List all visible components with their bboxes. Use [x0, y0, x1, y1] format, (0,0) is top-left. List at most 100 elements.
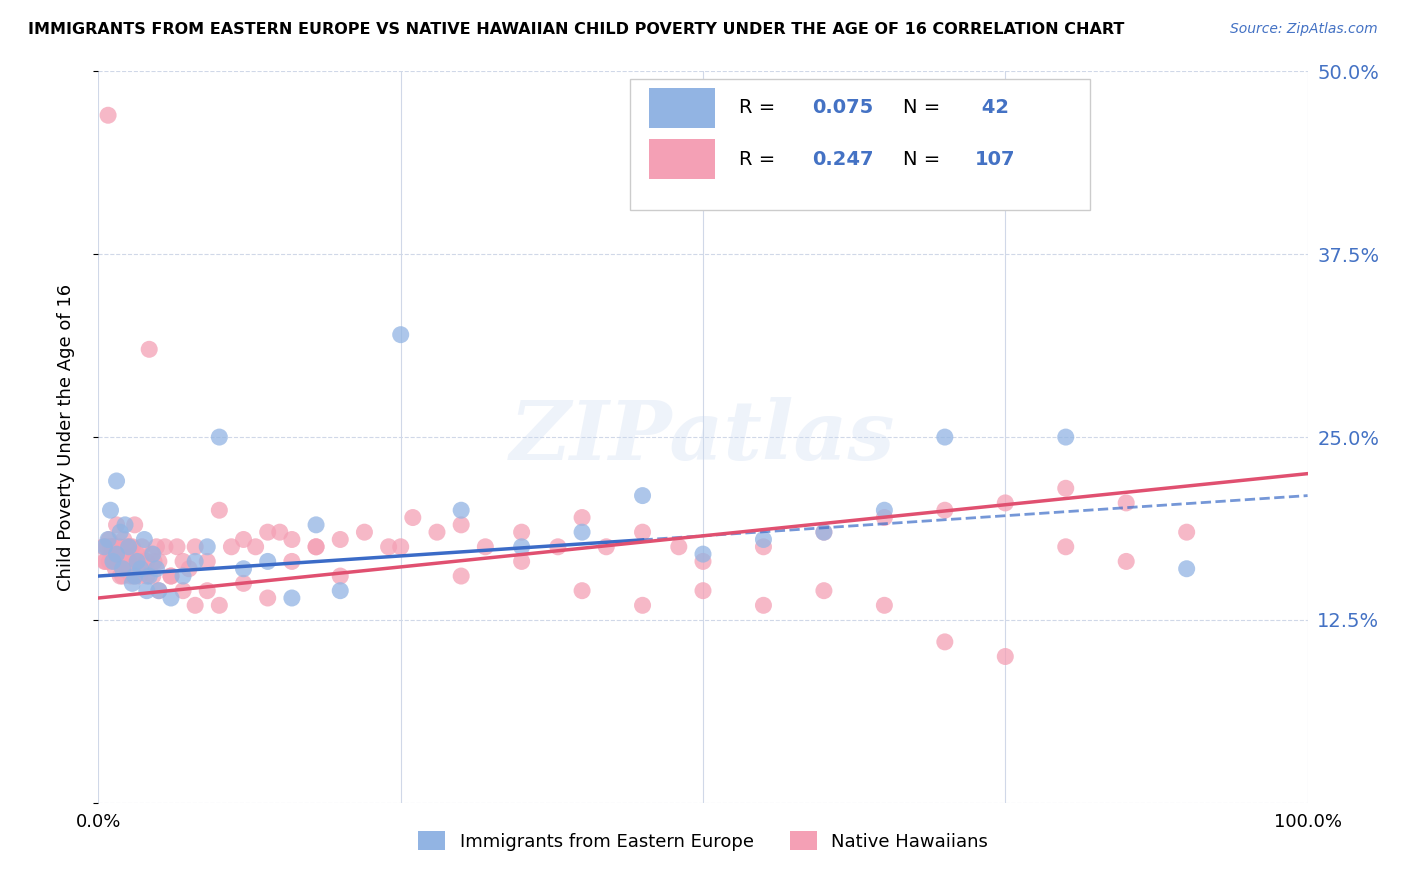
Point	[1175, 525, 1198, 540]
Point	[269, 525, 291, 540]
Point	[232, 562, 254, 576]
Point	[100, 503, 122, 517]
Point	[148, 583, 170, 598]
Point	[105, 517, 128, 532]
Point	[668, 540, 690, 554]
Point	[118, 554, 141, 568]
Point	[195, 540, 218, 554]
Point	[281, 533, 304, 547]
Point	[120, 569, 142, 583]
Point	[873, 599, 896, 613]
Point	[752, 599, 775, 613]
Point	[172, 554, 194, 568]
Point	[1115, 554, 1137, 568]
Point	[450, 517, 472, 532]
Point	[184, 540, 207, 554]
Point	[510, 540, 533, 554]
Point	[143, 554, 166, 568]
Point	[148, 583, 170, 598]
Point	[692, 554, 714, 568]
Point	[184, 599, 207, 613]
Text: N =: N =	[903, 98, 946, 118]
Point	[752, 533, 775, 547]
Point	[93, 554, 115, 568]
Point	[595, 540, 617, 554]
Point	[256, 525, 278, 540]
Point	[110, 547, 132, 561]
Y-axis label: Child Poverty Under the Age of 16: Child Poverty Under the Age of 16	[56, 284, 75, 591]
Text: Source: ZipAtlas.com: Source: ZipAtlas.com	[1230, 22, 1378, 37]
Point	[107, 554, 129, 568]
Point	[402, 510, 425, 524]
Point	[474, 540, 496, 554]
Point	[813, 525, 835, 540]
Point	[245, 540, 267, 554]
Point	[195, 583, 218, 598]
Point	[124, 569, 146, 583]
Point	[105, 554, 128, 568]
Point	[142, 547, 165, 561]
Point	[129, 554, 152, 568]
Point	[1115, 496, 1137, 510]
Point	[184, 554, 207, 568]
Point	[571, 510, 593, 524]
Point	[305, 517, 328, 532]
Text: 0.075: 0.075	[811, 98, 873, 118]
FancyBboxPatch shape	[630, 78, 1090, 211]
Point	[129, 562, 152, 576]
Point	[692, 547, 714, 561]
Point	[114, 547, 136, 561]
Point	[117, 562, 139, 576]
Point	[134, 533, 156, 547]
Point	[232, 533, 254, 547]
Point	[329, 583, 352, 598]
Text: 107: 107	[976, 150, 1015, 169]
Point	[389, 327, 412, 342]
Point	[111, 562, 134, 576]
Point	[94, 554, 117, 568]
FancyBboxPatch shape	[648, 87, 716, 128]
Point	[450, 503, 472, 517]
Point	[103, 554, 125, 568]
Point	[93, 540, 115, 554]
Point	[142, 569, 165, 583]
Point	[118, 554, 141, 568]
Point	[138, 343, 160, 357]
Point	[97, 533, 120, 547]
Point	[450, 569, 472, 583]
Point	[97, 108, 120, 122]
Point	[1175, 562, 1198, 576]
Point	[377, 540, 399, 554]
Point	[1054, 540, 1077, 554]
Text: R =: R =	[740, 98, 782, 118]
Text: R =: R =	[740, 150, 782, 169]
Legend: Immigrants from Eastern Europe, Native Hawaiians: Immigrants from Eastern Europe, Native H…	[409, 822, 997, 860]
Point	[208, 430, 231, 444]
Point	[208, 599, 231, 613]
Point	[98, 533, 121, 547]
Point	[172, 583, 194, 598]
Point	[172, 569, 194, 583]
Point	[752, 540, 775, 554]
Point	[692, 583, 714, 598]
Point	[98, 554, 121, 568]
Point	[124, 569, 146, 583]
Point	[813, 525, 835, 540]
Point	[221, 540, 243, 554]
Point	[118, 540, 141, 554]
Point	[101, 540, 124, 554]
Point	[256, 554, 278, 568]
Text: 42: 42	[976, 98, 1010, 118]
Point	[195, 554, 218, 568]
Point	[547, 540, 569, 554]
Point	[105, 547, 128, 561]
Point	[994, 649, 1017, 664]
Point	[631, 599, 654, 613]
Point	[426, 525, 449, 540]
Point	[166, 540, 188, 554]
Point	[135, 569, 157, 583]
Text: 0.247: 0.247	[811, 150, 873, 169]
Point	[100, 547, 122, 561]
Point	[108, 540, 131, 554]
Point	[112, 533, 135, 547]
